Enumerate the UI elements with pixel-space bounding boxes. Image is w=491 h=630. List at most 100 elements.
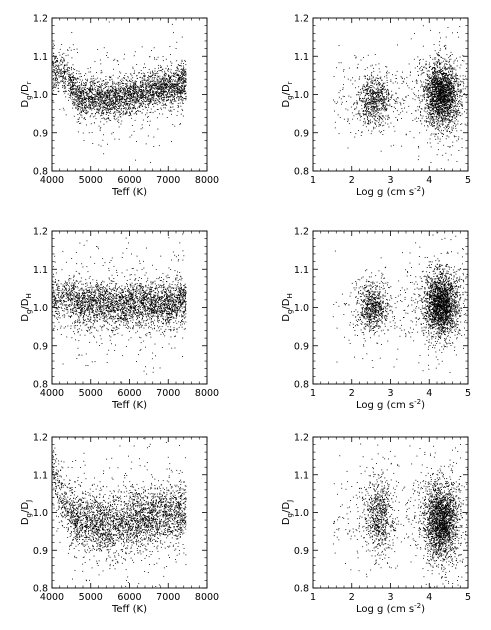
data-point (118, 102, 119, 104)
data-point (101, 113, 103, 114)
data-point (365, 126, 367, 128)
data-point (159, 80, 161, 82)
data-point (118, 111, 120, 113)
data-point (110, 86, 112, 88)
data-point (127, 87, 129, 89)
data-point (373, 111, 374, 113)
data-point (137, 98, 138, 99)
data-point (394, 130, 396, 132)
data-point (70, 80, 72, 81)
data-point (427, 74, 429, 76)
data-point (374, 93, 376, 95)
data-point (185, 68, 187, 70)
data-point (104, 98, 106, 100)
data-point (380, 98, 382, 100)
data-point (183, 80, 185, 82)
data-point (94, 82, 96, 84)
data-point (450, 114, 451, 116)
data-point (440, 88, 441, 90)
data-point (157, 56, 159, 58)
data-point (440, 82, 442, 83)
data-point (116, 89, 117, 91)
data-point (438, 107, 440, 109)
data-point (109, 76, 111, 78)
data-point (113, 92, 115, 94)
data-point (366, 79, 368, 80)
data-point (369, 94, 371, 96)
data-point (53, 55, 55, 57)
data-point (376, 109, 378, 111)
data-point (438, 91, 440, 93)
data-point (421, 108, 423, 110)
data-point (81, 90, 83, 92)
data-point (386, 109, 388, 110)
data-point (70, 79, 72, 80)
data-point (140, 70, 142, 71)
data-point (440, 56, 442, 58)
data-point (114, 92, 116, 94)
data-point (69, 93, 71, 95)
data-point (371, 99, 373, 101)
data-point (118, 64, 119, 65)
data-point (165, 67, 167, 69)
data-point (435, 82, 437, 83)
data-point (432, 72, 434, 74)
data-point (454, 117, 456, 119)
data-point (171, 79, 173, 80)
data-point (180, 123, 181, 125)
data-point (52, 64, 54, 66)
data-point (118, 105, 120, 107)
data-point (115, 106, 117, 108)
data-point (371, 101, 373, 103)
data-point (57, 79, 58, 80)
data-point (154, 81, 156, 82)
data-point (442, 122, 444, 124)
data-point (431, 104, 433, 106)
data-point (378, 96, 380, 97)
data-point (80, 84, 82, 86)
data-point (165, 107, 166, 109)
data-point (128, 88, 129, 89)
data-point (369, 114, 371, 116)
data-point (75, 86, 77, 88)
data-point (172, 83, 174, 85)
data-point (89, 88, 90, 90)
data-point (161, 98, 162, 99)
data-point (381, 102, 383, 104)
data-point (449, 121, 451, 123)
data-point (169, 90, 170, 92)
data-point (153, 84, 155, 85)
data-point (178, 80, 179, 82)
data-point (395, 108, 396, 109)
data-point (156, 94, 158, 96)
data-point (162, 93, 164, 95)
data-point (184, 80, 186, 82)
data-point (431, 119, 433, 121)
data-point (134, 85, 136, 87)
data-point (446, 106, 448, 108)
data-point (181, 76, 183, 78)
data-point (185, 98, 187, 100)
data-point (70, 78, 71, 79)
data-point (92, 80, 94, 82)
data-point (148, 76, 150, 77)
data-point (367, 97, 369, 99)
data-point (126, 85, 128, 86)
data-point (135, 101, 136, 103)
data-point (460, 124, 462, 125)
data-point (443, 94, 445, 96)
data-point (157, 109, 159, 110)
data-point (140, 93, 142, 95)
data-point (440, 96, 442, 97)
data-point (78, 91, 80, 93)
data-point (364, 77, 366, 79)
data-point (73, 91, 75, 93)
data-point (69, 82, 70, 84)
data-point (84, 107, 85, 109)
data-point (138, 110, 140, 112)
data-point (99, 98, 101, 100)
data-point (388, 126, 390, 128)
data-point (97, 98, 99, 100)
data-point (138, 107, 140, 108)
data-point (174, 94, 176, 96)
